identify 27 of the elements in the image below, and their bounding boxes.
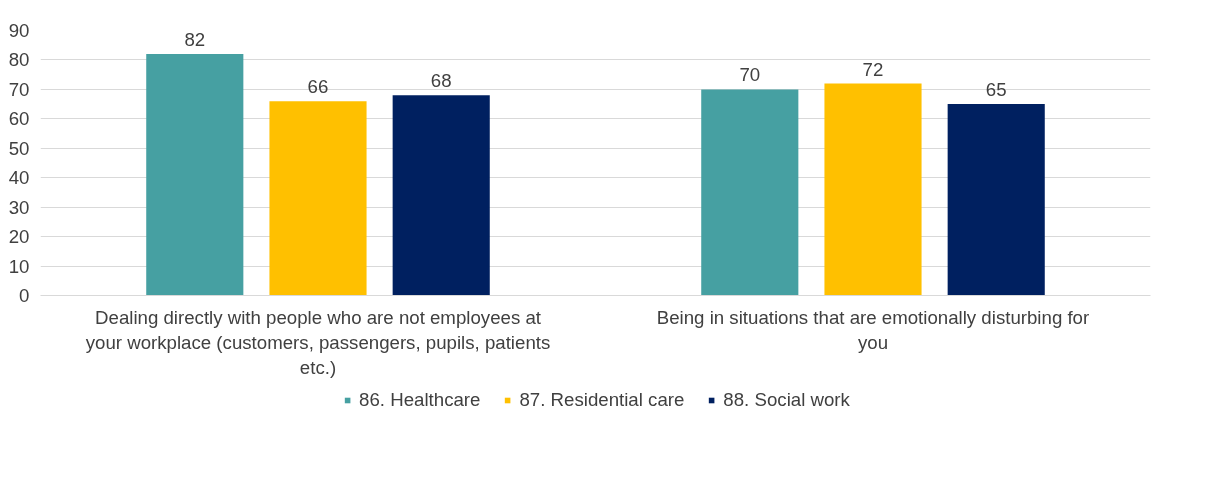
y-tick-label: 70 <box>8 78 30 100</box>
data-label: 72 <box>862 58 884 80</box>
x-tick-label: Being in situations that are emotionally disturbing for you <box>656 306 1090 353</box>
y-tick-label: 10 <box>8 255 30 277</box>
y-tick-label: 30 <box>8 196 30 218</box>
data-label: 82 <box>184 29 206 51</box>
bar <box>824 83 922 296</box>
y-tick-label: 50 <box>8 137 30 159</box>
data-label: 65 <box>985 79 1007 101</box>
y-tick-label: 40 <box>8 167 30 189</box>
bar <box>392 95 490 296</box>
data-label: 70 <box>739 64 761 86</box>
y-tick-label: 80 <box>8 49 30 71</box>
y-tick-label: 0 <box>19 285 30 306</box>
bar <box>269 101 367 296</box>
x-tick-label: Dealing directly with people who are not employees at your workplace (customers, passengers, pupils, patients etc.) <box>85 306 551 378</box>
data-label: 68 <box>430 70 452 92</box>
legend-label: 88. Social work <box>723 389 850 411</box>
y-tick-label: 20 <box>8 226 30 248</box>
bar <box>701 89 799 296</box>
data-label: 66 <box>307 76 329 98</box>
bar <box>947 104 1045 296</box>
legend-label: 86. Healthcare <box>359 389 481 411</box>
y-tick-label: 60 <box>8 108 30 130</box>
legend-label: 87. Residential care <box>519 389 685 411</box>
bar <box>146 54 244 296</box>
y-tick-label: 90 <box>8 20 30 41</box>
